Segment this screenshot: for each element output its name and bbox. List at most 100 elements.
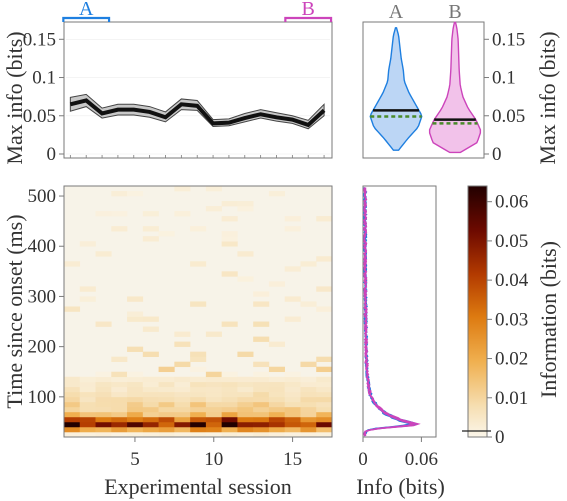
heatmap-cell	[284, 216, 301, 222]
heatmap-cell	[158, 411, 175, 418]
heatmap-cell	[205, 206, 222, 212]
heatmap-cell	[111, 401, 128, 408]
heatmap-cell	[174, 401, 191, 408]
heatmap-cell	[64, 406, 81, 413]
heatmap-cell	[300, 396, 317, 403]
heatmap-cell	[158, 231, 175, 237]
heatmap-cell	[174, 416, 191, 423]
heatmap-cell	[253, 321, 270, 327]
heatmap-cell	[158, 366, 175, 373]
heatmap-cell	[190, 431, 207, 438]
heatmap-cell	[190, 376, 207, 383]
heatmap-cell	[221, 381, 238, 388]
heatmap-cell	[95, 431, 112, 438]
heatmap-x-tick-label: 5	[130, 449, 140, 470]
heatmap-cell	[316, 401, 333, 408]
heatmap-x-tick-label: 10	[204, 449, 223, 470]
heatmap-cell	[284, 371, 301, 378]
heatmap-cell	[158, 401, 175, 408]
group-b-label: B	[302, 0, 315, 20]
info-profile-x-tick-label: 0	[358, 449, 368, 470]
heatmap-cell	[284, 381, 301, 388]
info-profile-x-axis-label: Info (bits)	[356, 474, 445, 499]
heatmap-cell	[190, 391, 207, 398]
heatmap-cell	[268, 386, 286, 393]
heatmap-cell	[190, 411, 207, 418]
heatmap-cell	[64, 376, 81, 383]
top-panel-frame	[63, 21, 333, 159]
heatmap-cell	[79, 386, 96, 393]
heatmap-cell	[190, 261, 207, 267]
heatmap-cell	[79, 416, 96, 423]
heatmap-cell	[300, 401, 317, 408]
heatmap-cell	[158, 391, 175, 398]
heatmap-cell	[111, 426, 128, 433]
heatmap-cell	[237, 411, 254, 418]
heatmap-cell	[221, 321, 238, 327]
heatmap-cell	[95, 376, 112, 383]
heatmap-cell	[316, 406, 333, 413]
heatmap-panel: 5 10 15 100 200 300 400 500 Experimental sessi…	[2, 185, 333, 499]
heatmap-cell	[284, 386, 301, 393]
heatmap-cell	[127, 426, 144, 433]
heatmap-cell	[268, 366, 286, 373]
heatmap-cell	[142, 416, 159, 423]
heatmap-cell	[284, 376, 301, 383]
heatmap-cell	[300, 426, 317, 433]
info-profile-frame	[362, 185, 437, 438]
heatmap-cell	[127, 316, 144, 322]
top-y-tick-label: 0	[47, 144, 57, 165]
heatmap-cell	[142, 386, 159, 393]
heatmap-cell	[316, 216, 333, 222]
heatmap-cell	[237, 421, 254, 428]
heatmap-cell	[174, 361, 191, 368]
heatmap-cell	[142, 421, 159, 428]
heatmap-cell	[284, 421, 301, 428]
heatmap-cell	[253, 411, 270, 418]
top-line-panel: A B 0 0.05 0.1 0.15 Max info (bits)	[2, 0, 333, 165]
heatmap-cell	[205, 331, 222, 337]
heatmap-cell	[127, 346, 144, 352]
heatmap-cell	[284, 426, 301, 433]
heatmap-cell	[190, 301, 207, 307]
heatmap-cell	[127, 386, 144, 393]
heatmap-cell	[237, 206, 254, 212]
heatmap-cell	[190, 406, 207, 413]
heatmap-cell	[268, 396, 286, 403]
heatmap-cell	[253, 386, 270, 393]
heatmap-cell	[142, 426, 159, 433]
colorbar-tick-label: 0	[495, 427, 505, 448]
heatmap-cell	[316, 356, 333, 362]
heatmap-cell	[111, 381, 128, 388]
top-y-axis-label: Max info (bits)	[2, 31, 27, 164]
heatmap-cell	[268, 421, 286, 428]
heatmap-cell	[142, 411, 159, 418]
heatmap-cell	[190, 356, 207, 362]
heatmap-y-tick-label: 300	[28, 286, 57, 307]
heatmap-cell	[79, 401, 96, 408]
heatmap-cell	[79, 381, 96, 388]
heatmap-cell	[174, 211, 191, 217]
heatmap-cell	[111, 356, 128, 362]
heatmap-cell	[64, 416, 81, 423]
heatmap-cell	[205, 391, 222, 398]
heatmap-cell	[316, 381, 333, 388]
heatmap-cell	[158, 426, 175, 433]
heatmap-cell	[316, 426, 333, 433]
heatmap-cell	[64, 396, 81, 403]
heatmap-cell	[95, 381, 112, 388]
heatmap-cell	[268, 401, 286, 408]
heatmap-cell	[142, 236, 159, 242]
heatmap-cell	[205, 186, 222, 192]
heatmap-cell	[142, 326, 159, 332]
heatmap-cell	[111, 211, 128, 217]
heatmap-cell	[237, 376, 254, 383]
heatmap-cell	[253, 406, 270, 413]
heatmap-cell	[111, 416, 128, 423]
heatmap-y-tick-label: 100	[28, 387, 57, 408]
heatmap-cell	[190, 366, 207, 373]
heatmap-cell	[268, 281, 286, 287]
heatmap-cell	[127, 411, 144, 418]
heatmap-cell	[142, 351, 159, 357]
